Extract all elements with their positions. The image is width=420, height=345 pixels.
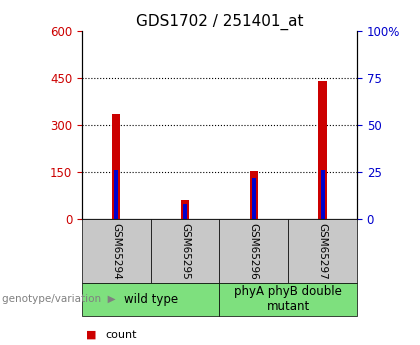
Text: GSM65295: GSM65295 [180, 223, 190, 279]
Bar [320, 170, 325, 219]
Bar [112, 114, 121, 219]
Title: GDS1702 / 251401_at: GDS1702 / 251401_at [136, 13, 303, 30]
Text: GSM65294: GSM65294 [111, 223, 121, 279]
Bar [250, 170, 258, 219]
Text: GSM65297: GSM65297 [318, 223, 328, 279]
Bar [252, 178, 256, 219]
Bar [181, 200, 189, 219]
Text: wild type: wild type [123, 293, 178, 306]
Bar [183, 204, 187, 219]
Text: phyA phyB double
mutant: phyA phyB double mutant [234, 285, 342, 313]
Text: genotype/variation  ▶: genotype/variation ▶ [2, 294, 116, 304]
Bar [318, 81, 327, 219]
Text: ■: ■ [86, 330, 97, 339]
Text: GSM65296: GSM65296 [249, 223, 259, 279]
Bar [114, 170, 118, 219]
Text: count: count [105, 330, 136, 339]
